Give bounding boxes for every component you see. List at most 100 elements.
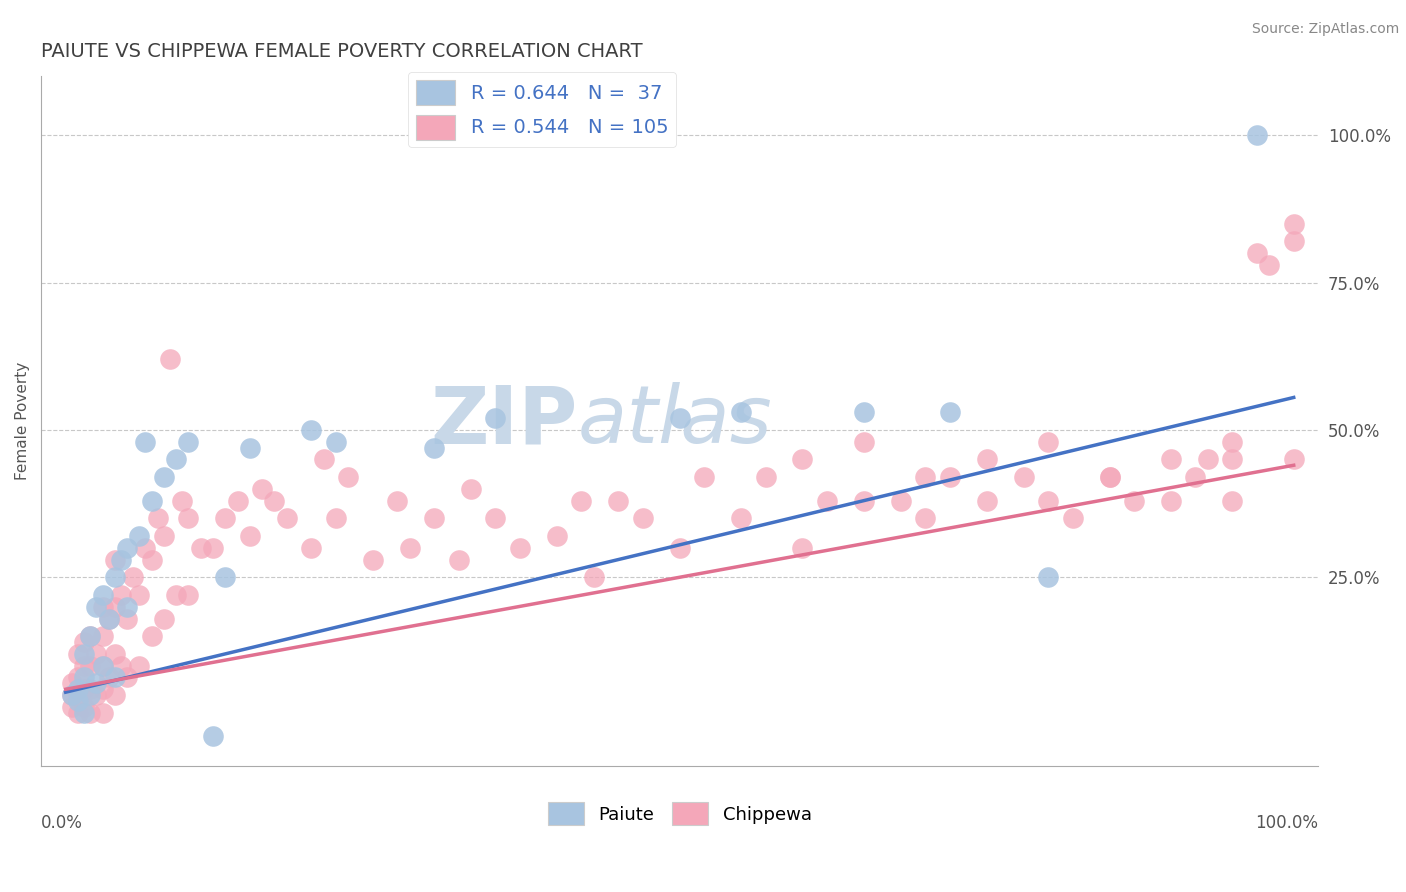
Point <box>325 434 347 449</box>
Point <box>890 493 912 508</box>
Point <box>66 706 89 720</box>
Point <box>104 670 127 684</box>
Point <box>1258 258 1281 272</box>
Point <box>79 629 101 643</box>
Point <box>177 511 200 525</box>
Point <box>141 552 163 566</box>
Point <box>668 541 690 555</box>
Point <box>214 570 236 584</box>
Point <box>104 599 127 614</box>
Point <box>202 541 225 555</box>
Point <box>1036 434 1059 449</box>
Point <box>631 511 654 525</box>
Point <box>755 470 778 484</box>
Point <box>134 541 156 555</box>
Point <box>337 470 360 484</box>
Point <box>66 694 89 708</box>
Point <box>226 493 249 508</box>
Point <box>1220 434 1243 449</box>
Point <box>104 647 127 661</box>
Point <box>110 658 132 673</box>
Point <box>73 670 96 684</box>
Point <box>1184 470 1206 484</box>
Point <box>73 706 96 720</box>
Point <box>1123 493 1146 508</box>
Point <box>91 682 114 697</box>
Point <box>607 493 630 508</box>
Text: ZIP: ZIP <box>430 382 578 460</box>
Point <box>91 706 114 720</box>
Point <box>239 529 262 543</box>
Point <box>153 529 176 543</box>
Point <box>852 493 875 508</box>
Point <box>66 670 89 684</box>
Point <box>1062 511 1084 525</box>
Point <box>202 730 225 744</box>
Point <box>91 658 114 673</box>
Point <box>177 434 200 449</box>
Point <box>165 452 187 467</box>
Point <box>214 511 236 525</box>
Point <box>115 541 138 555</box>
Point <box>86 688 108 702</box>
Point <box>128 658 150 673</box>
Point <box>852 405 875 419</box>
Point <box>312 452 335 467</box>
Point <box>792 541 814 555</box>
Point <box>546 529 568 543</box>
Point <box>1036 570 1059 584</box>
Point <box>91 629 114 643</box>
Point <box>914 470 936 484</box>
Point <box>1012 470 1035 484</box>
Point <box>976 452 998 467</box>
Point <box>852 434 875 449</box>
Point <box>73 635 96 649</box>
Point <box>190 541 212 555</box>
Point <box>361 552 384 566</box>
Point <box>325 511 347 525</box>
Point <box>91 658 114 673</box>
Point <box>79 706 101 720</box>
Point <box>299 423 322 437</box>
Point <box>159 352 181 367</box>
Point <box>447 552 470 566</box>
Point <box>263 493 285 508</box>
Point <box>276 511 298 525</box>
Point <box>86 676 108 690</box>
Point <box>484 411 506 425</box>
Point <box>1282 452 1305 467</box>
Point <box>153 611 176 625</box>
Point <box>976 493 998 508</box>
Point <box>146 511 169 525</box>
Point <box>571 493 593 508</box>
Point <box>86 647 108 661</box>
Point <box>60 700 83 714</box>
Point <box>1036 493 1059 508</box>
Y-axis label: Female Poverty: Female Poverty <box>15 362 30 480</box>
Point <box>104 688 127 702</box>
Point <box>60 688 83 702</box>
Point <box>730 405 752 419</box>
Point <box>914 511 936 525</box>
Point <box>1282 217 1305 231</box>
Point <box>1098 470 1121 484</box>
Point <box>582 570 605 584</box>
Point <box>97 611 120 625</box>
Point <box>1197 452 1219 467</box>
Point <box>460 482 482 496</box>
Point <box>60 676 83 690</box>
Point <box>86 599 108 614</box>
Point <box>509 541 531 555</box>
Point <box>1282 234 1305 248</box>
Point <box>172 493 194 508</box>
Point <box>693 470 716 484</box>
Point <box>1220 493 1243 508</box>
Text: Source: ZipAtlas.com: Source: ZipAtlas.com <box>1251 22 1399 37</box>
Point <box>128 529 150 543</box>
Point <box>73 658 96 673</box>
Point <box>387 493 409 508</box>
Point <box>939 405 962 419</box>
Point <box>1098 470 1121 484</box>
Text: atlas: atlas <box>578 382 772 460</box>
Point <box>141 493 163 508</box>
